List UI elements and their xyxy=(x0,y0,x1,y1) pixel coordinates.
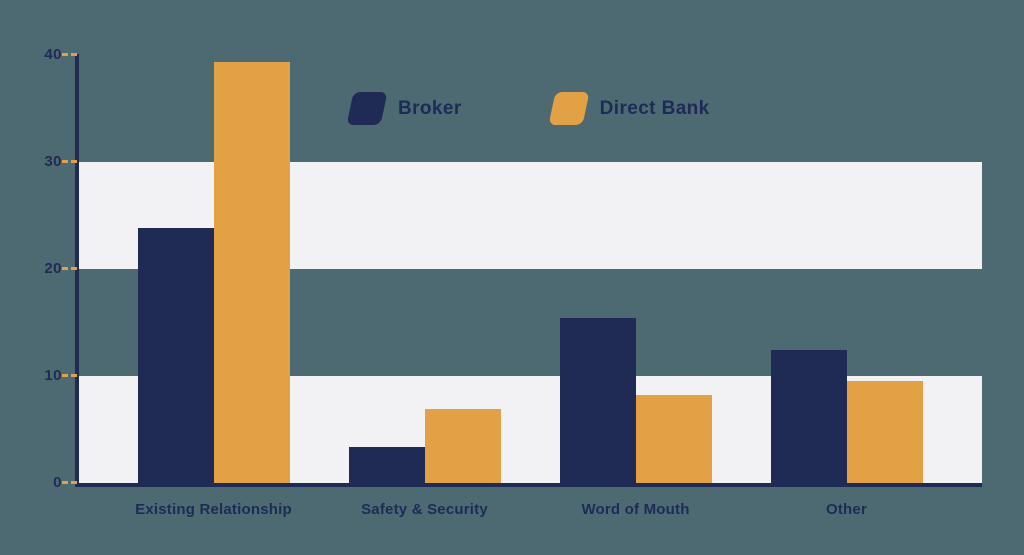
x-category-label: Other xyxy=(825,501,868,518)
y-tick-dash xyxy=(62,481,77,484)
y-tick-dash xyxy=(62,160,77,163)
y-axis-line xyxy=(75,54,79,487)
legend-swatch-broker xyxy=(346,92,388,125)
x-category-label: Word of Mouth xyxy=(581,501,690,518)
bar-direct-bank-safety-security xyxy=(424,409,501,483)
y-tick-dash xyxy=(62,267,77,270)
bar-broker-safety-security xyxy=(348,446,425,483)
bar-broker-other xyxy=(770,350,847,483)
y-tick-dash xyxy=(62,374,77,377)
y-tick-label: 10 xyxy=(44,367,62,385)
bar-direct-bank-other xyxy=(846,381,923,483)
legend-item-direct-bank: Direct Bank xyxy=(548,92,710,125)
x-axis-line xyxy=(75,483,982,487)
y-tick-label: 20 xyxy=(44,260,62,278)
y-tick-dash xyxy=(62,53,77,56)
legend-swatch-direct-bank xyxy=(548,92,590,125)
bar-broker-existing-relationship xyxy=(137,228,214,483)
legend: Broker Direct Bank xyxy=(346,92,710,125)
bar-direct-bank-word-of-mouth xyxy=(635,395,712,483)
x-category-label: Existing Relationship xyxy=(135,501,292,518)
x-category-label: Safety & Security xyxy=(361,501,488,518)
y-tick-label: 0 xyxy=(53,474,62,492)
legend-label: Direct Bank xyxy=(599,97,710,119)
bar-direct-bank-existing-relationship xyxy=(213,62,290,483)
y-tick-label: 40 xyxy=(44,46,62,64)
y-tick-label: 30 xyxy=(44,153,62,171)
legend-label: Broker xyxy=(398,97,462,119)
bar-broker-word-of-mouth xyxy=(559,318,636,483)
legend-item-broker: Broker xyxy=(346,92,462,125)
